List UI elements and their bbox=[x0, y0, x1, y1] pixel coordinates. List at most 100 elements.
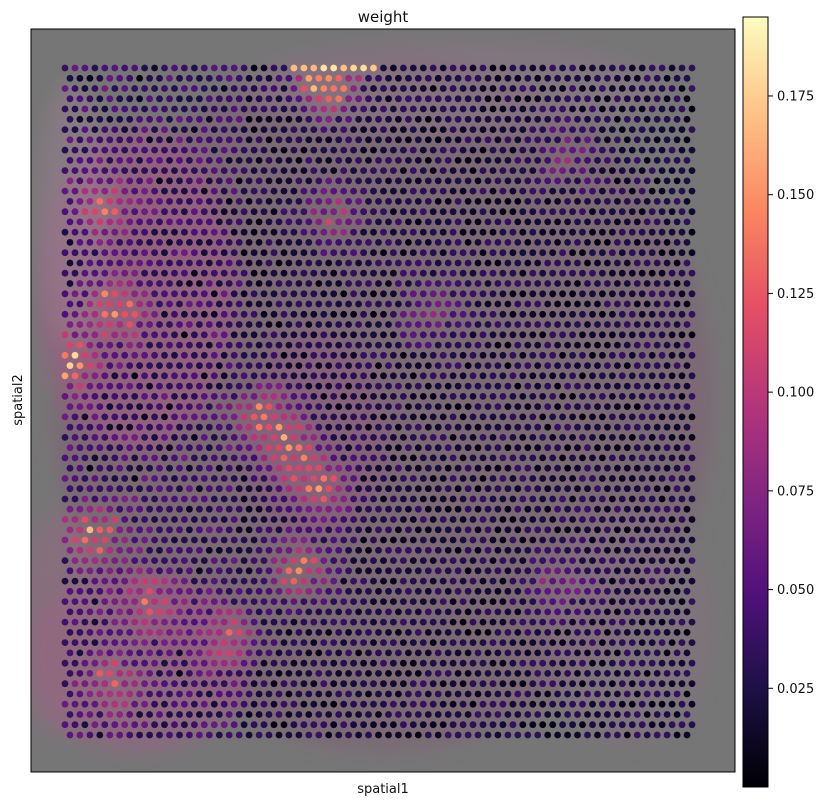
spot-point bbox=[220, 228, 228, 236]
spot-point bbox=[171, 310, 178, 318]
spot-point bbox=[280, 351, 288, 359]
spot-point bbox=[539, 659, 547, 667]
spot-point bbox=[335, 464, 343, 472]
spot-point bbox=[395, 239, 402, 246]
spot-point bbox=[494, 670, 502, 677]
spot-point bbox=[166, 403, 173, 410]
spot-point bbox=[215, 711, 223, 718]
spot-point bbox=[61, 618, 69, 626]
spot-point bbox=[414, 587, 422, 595]
spot-point bbox=[146, 177, 154, 185]
spot-point bbox=[633, 157, 641, 164]
spot-point bbox=[579, 721, 586, 729]
spot-point bbox=[390, 85, 397, 92]
spot-point bbox=[439, 639, 447, 646]
spot-point bbox=[499, 516, 507, 523]
spot-point bbox=[519, 413, 527, 421]
spot-point bbox=[305, 300, 313, 308]
spot-point bbox=[618, 105, 626, 113]
spot-point bbox=[166, 444, 173, 452]
spot-point bbox=[310, 495, 318, 503]
spot-point bbox=[439, 249, 447, 257]
spot-point bbox=[554, 690, 561, 698]
spot-point bbox=[76, 587, 84, 595]
spot-point bbox=[569, 434, 576, 441]
spot-point bbox=[156, 95, 163, 103]
spot-point bbox=[181, 372, 188, 380]
spot-point bbox=[330, 146, 338, 154]
spot-point bbox=[76, 280, 84, 287]
spot-point bbox=[66, 629, 74, 636]
spot-point bbox=[474, 444, 482, 452]
spot-point bbox=[66, 464, 74, 472]
spot-point bbox=[514, 300, 522, 308]
spot-point bbox=[240, 536, 248, 544]
spot-point bbox=[320, 475, 328, 482]
spot-point bbox=[544, 546, 552, 554]
spot-point bbox=[305, 629, 313, 636]
spot-point bbox=[574, 403, 581, 410]
spot-point bbox=[91, 269, 99, 277]
spot-point bbox=[484, 485, 492, 493]
spot-point bbox=[653, 670, 661, 677]
spot-point bbox=[91, 249, 99, 257]
spot-point bbox=[534, 403, 542, 410]
spot-point bbox=[400, 269, 407, 277]
spot-point bbox=[584, 403, 591, 410]
spot-point bbox=[469, 475, 477, 482]
spot-point bbox=[419, 536, 427, 544]
spot-point bbox=[310, 290, 318, 298]
spot-point bbox=[554, 341, 561, 349]
spot-point bbox=[161, 228, 168, 236]
spot-point bbox=[290, 618, 298, 626]
spot-point bbox=[604, 362, 611, 369]
spot-point bbox=[554, 218, 561, 226]
spot-point bbox=[235, 505, 243, 513]
spot-point bbox=[285, 711, 293, 718]
spot-point bbox=[71, 331, 79, 339]
spot-point bbox=[604, 649, 611, 657]
spot-point bbox=[235, 423, 243, 431]
spot-point bbox=[688, 105, 696, 113]
spot-point bbox=[658, 557, 666, 564]
spot-point bbox=[220, 639, 228, 646]
spot-point bbox=[638, 598, 646, 605]
spot-point bbox=[589, 598, 596, 605]
spot-point bbox=[673, 608, 681, 616]
spot-point bbox=[589, 310, 596, 318]
spot-point bbox=[678, 680, 686, 688]
spot-point bbox=[66, 546, 74, 554]
spot-point bbox=[106, 711, 114, 718]
spot-point bbox=[579, 598, 586, 605]
spot-point bbox=[633, 608, 641, 616]
spot-point bbox=[365, 362, 372, 369]
spot-point bbox=[300, 146, 308, 154]
spot-point bbox=[181, 126, 188, 133]
spot-point bbox=[514, 157, 522, 164]
spot-point bbox=[315, 731, 323, 739]
spot-point bbox=[554, 608, 561, 616]
spot-point bbox=[419, 372, 427, 380]
spot-point bbox=[688, 64, 696, 72]
spot-point bbox=[599, 618, 606, 626]
spot-point bbox=[310, 577, 318, 585]
spot-point bbox=[240, 351, 248, 359]
spot-point bbox=[648, 64, 656, 72]
spot-point bbox=[161, 167, 168, 175]
spot-point bbox=[683, 341, 691, 349]
spot-point bbox=[335, 198, 343, 205]
spot-point bbox=[474, 403, 482, 410]
spot-point bbox=[330, 393, 338, 400]
spot-point bbox=[340, 167, 348, 175]
spot-point bbox=[260, 372, 268, 380]
spot-point bbox=[290, 680, 298, 688]
spot-point bbox=[121, 700, 129, 708]
spot-point bbox=[688, 290, 696, 298]
spot-point bbox=[76, 382, 84, 390]
spot-point bbox=[205, 115, 213, 123]
spot-point bbox=[156, 464, 163, 472]
spot-point bbox=[683, 526, 691, 534]
spot-point bbox=[524, 95, 532, 103]
spot-point bbox=[265, 403, 273, 410]
colorbar-bar bbox=[742, 16, 769, 788]
